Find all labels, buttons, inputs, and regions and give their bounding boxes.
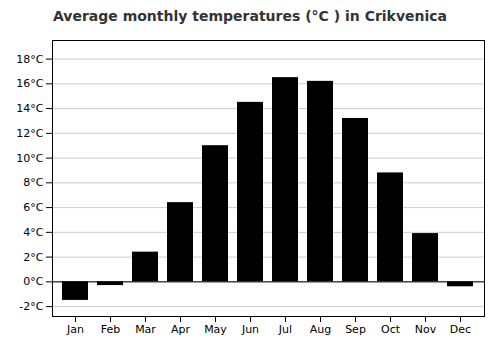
svg-text:Jul: Jul — [278, 323, 292, 336]
svg-text:Jun: Jun — [241, 323, 259, 336]
svg-text:Mar: Mar — [135, 323, 156, 336]
html-text:Average monthly temperatures (: Average monthly temperatures (°C ) in Cr… — [52, 8, 448, 24]
svg-text:Feb: Feb — [101, 323, 120, 336]
svg-text:12°C: 12°C — [16, 127, 43, 140]
svg-text:16°C: 16°C — [16, 77, 43, 90]
svg-text:Sep: Sep — [345, 323, 366, 336]
svg-text:18°C: 18°C — [16, 53, 43, 66]
svg-text:May: May — [204, 323, 227, 336]
svg-text:Nov: Nov — [415, 323, 437, 336]
svg-text:8°C: 8°C — [23, 176, 43, 189]
svg-text:10°C: 10°C — [16, 152, 43, 165]
svg-text:-2°C: -2°C — [19, 300, 43, 313]
svg-text:6°C: 6°C — [23, 201, 43, 214]
svg-text:Dec: Dec — [450, 323, 471, 336]
svg-text:4°C: 4°C — [23, 226, 43, 239]
svg-text:14°C: 14°C — [16, 102, 43, 115]
svg-text:Oct: Oct — [381, 323, 401, 336]
svg-text:Jan: Jan — [66, 323, 84, 336]
svg-text:Apr: Apr — [171, 323, 191, 336]
svg-text:2°C: 2°C — [23, 251, 43, 264]
svg-text:Aug: Aug — [310, 323, 331, 336]
svg-text:0°C: 0°C — [23, 275, 43, 288]
